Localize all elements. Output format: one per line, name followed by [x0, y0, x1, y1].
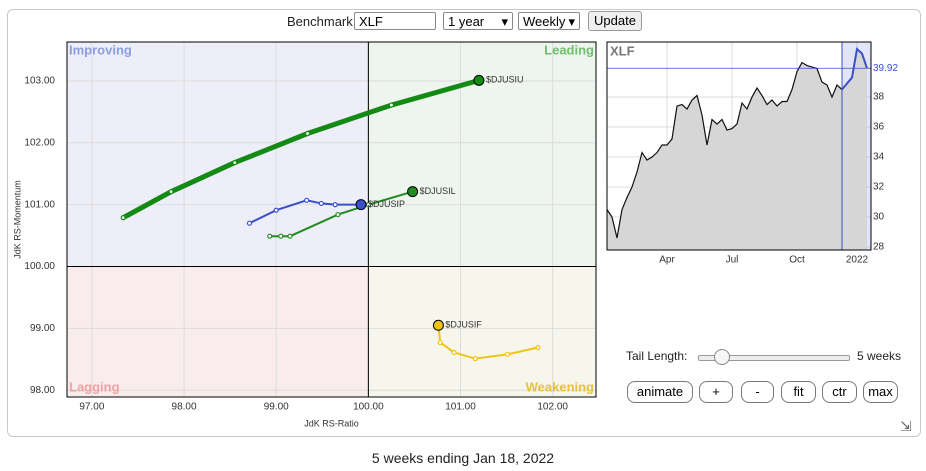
slider-knob[interactable]	[714, 349, 730, 365]
update-button[interactable]: Update	[588, 11, 642, 31]
quadrant	[67, 42, 369, 267]
tail-label: Tail Length:	[626, 349, 688, 363]
control-button[interactable]: fit	[781, 381, 816, 403]
series-label: $DJUSIL	[420, 186, 456, 196]
resize-handle[interactable]: ⇲	[900, 418, 912, 434]
quadrant	[67, 266, 369, 397]
tail-dot	[388, 102, 395, 108]
head-dot	[355, 199, 367, 211]
period-value: 1 year	[448, 14, 485, 29]
mini-title: XLF	[610, 43, 635, 58]
quadrant	[368, 266, 596, 397]
tail-dot	[232, 160, 238, 166]
footer: 5 weeks ending Jan 18, 2022	[371, 450, 555, 466]
frequency-select[interactable]: Weekly ▾	[518, 12, 580, 30]
y-tick-label: 28	[873, 242, 885, 253]
series-label: $DJUSIP	[368, 199, 405, 209]
tail-value: 5 weeks	[857, 349, 902, 363]
tail-dot	[278, 233, 284, 239]
head-dot	[432, 319, 444, 331]
x-tick-label: 100.00	[353, 402, 384, 413]
y-tick-label: 101.00	[24, 199, 55, 210]
y-tick-label: 34	[873, 152, 885, 163]
y-tick-label: 30	[873, 212, 885, 223]
x-tick-label: 97.00	[79, 402, 104, 413]
plot-border	[66, 41, 597, 398]
last-value-bg	[872, 62, 900, 75]
tail-dot	[267, 233, 273, 239]
panel	[7, 9, 921, 437]
charts: 97.00 98.00 99.00 100.00 101.00 102.00 98.00 99…	[12, 41, 900, 428]
x-tick-label: Oct	[789, 255, 805, 266]
control-button[interactable]: animate	[627, 381, 693, 403]
y-tick-label: 103.00	[24, 76, 55, 87]
y-tick-label: 102.00	[24, 137, 55, 148]
tail-dot	[437, 339, 443, 346]
quadrant-label: Weakening	[526, 379, 594, 394]
y-tick-label: 98.00	[30, 385, 55, 396]
head-dot	[407, 186, 419, 198]
tail-dot	[472, 356, 478, 362]
y-axis-label: JdK RS-Momentum	[12, 180, 22, 259]
control-button[interactable]: ctr	[822, 381, 857, 403]
tail-dot	[332, 202, 338, 208]
tail-dot	[304, 197, 310, 203]
tail-line	[249, 199, 361, 225]
control-button[interactable]: max	[863, 381, 898, 403]
head-dot	[473, 74, 485, 86]
x-tick-label: 98.00	[172, 402, 197, 413]
quadrant	[368, 42, 596, 267]
tail-slider[interactable]	[698, 355, 850, 361]
quadrant-label: Leading	[544, 42, 594, 57]
x-tick-label: 101.00	[445, 402, 476, 413]
x-tick-label: Apr	[659, 255, 675, 266]
x-tick-label: 2022	[846, 255, 869, 266]
control-button[interactable]: -	[741, 381, 774, 403]
tail-dot	[273, 207, 279, 213]
benchmark-label: Benchmark:	[287, 14, 357, 29]
tail-dot	[451, 349, 457, 356]
benchmark-input[interactable]: XLF	[354, 12, 436, 30]
series-label: $DJUSIF	[445, 320, 482, 330]
tail-dot	[535, 344, 541, 351]
tail-dot	[287, 233, 293, 239]
plot-border	[606, 41, 872, 251]
tail-line	[437, 325, 539, 360]
tail-dot	[246, 220, 253, 226]
quadrant-label: Lagging	[69, 379, 120, 394]
x-tick-label: Jul	[726, 255, 739, 266]
y-tick-label: 36	[873, 122, 885, 133]
tail-price-line	[841, 47, 868, 91]
y-tick-label: 32	[873, 182, 885, 193]
x-tick-label: 99.00	[264, 402, 289, 413]
tail-dot	[318, 200, 324, 207]
tail-dot	[120, 215, 126, 221]
x-axis-label: JdK RS-Ratio	[304, 418, 359, 428]
y-tick-label: 100.00	[24, 261, 55, 272]
y-tick-label: 99.00	[30, 323, 55, 334]
control-button[interactable]: +	[699, 381, 733, 403]
tail-dot	[335, 211, 341, 218]
y-tick-label: 38	[873, 92, 885, 103]
tail-dot	[168, 189, 174, 195]
series-label: $DJUSIU	[486, 75, 524, 85]
tail-dot	[504, 351, 511, 357]
tail-dot	[304, 130, 311, 137]
period-select[interactable]: 1 year ▾	[443, 12, 513, 30]
tail-line	[122, 77, 480, 220]
price-area	[607, 49, 867, 250]
quadrant-label: Improving	[69, 42, 132, 57]
last-value-label: 39.92	[873, 63, 898, 74]
price-line	[606, 61, 843, 239]
x-tick-label: 102.00	[537, 402, 568, 413]
frequency-value: Weekly	[523, 14, 566, 29]
